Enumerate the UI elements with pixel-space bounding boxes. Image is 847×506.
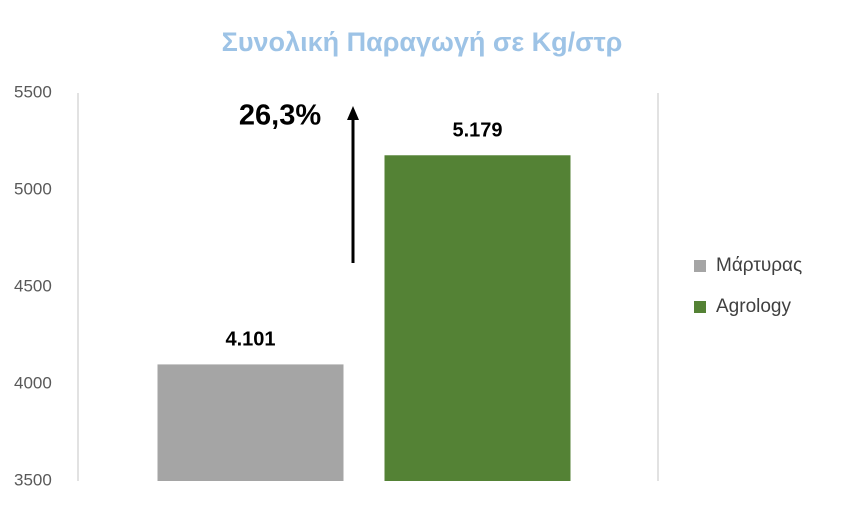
y-tick-label: 5000 bbox=[14, 179, 52, 198]
value-label: 5.179 bbox=[452, 120, 502, 142]
legend-label: Agrology bbox=[716, 296, 791, 317]
y-tick-label: 4500 bbox=[14, 276, 52, 295]
legend-swatch bbox=[694, 260, 706, 272]
legend-swatch bbox=[694, 301, 706, 313]
bar bbox=[157, 364, 344, 481]
y-tick-label: 5500 bbox=[14, 82, 52, 101]
legend-label: Μάρτυρας bbox=[716, 255, 802, 276]
y-tick-label: 4000 bbox=[14, 373, 52, 392]
chart-title: Συνολική Παραγωγή σε Kg/στρ bbox=[222, 27, 623, 57]
annotation: 26,3% bbox=[239, 100, 321, 132]
y-tick-label: 3500 bbox=[14, 470, 52, 489]
arrow-head bbox=[347, 106, 359, 120]
bar bbox=[384, 155, 571, 482]
value-label: 4.101 bbox=[225, 329, 275, 351]
